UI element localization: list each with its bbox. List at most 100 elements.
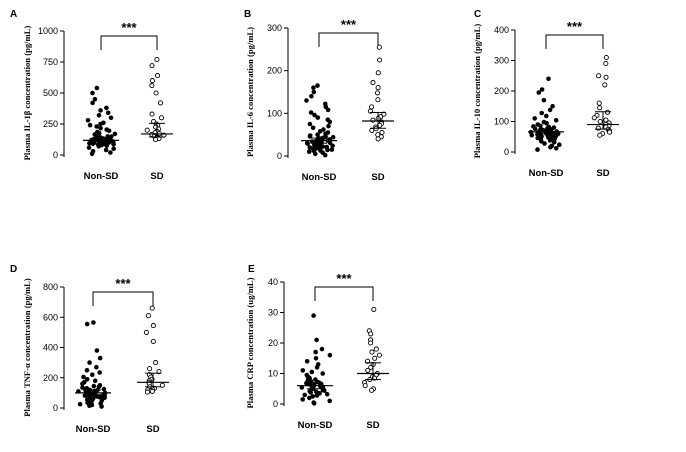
data-point (149, 388, 155, 394)
data-point (85, 118, 91, 123)
data-point (547, 138, 553, 143)
significance-label: *** (341, 17, 357, 32)
data-point (80, 385, 85, 390)
significance-label: *** (567, 19, 583, 34)
chart-panel-d: D 0 200 400 600 800 Plasma TNF-α concentration… (10, 264, 169, 435)
panel-letter: B (244, 9, 251, 20)
y-tick-label: 10 (268, 369, 278, 379)
data-point (376, 352, 382, 358)
data-point (368, 340, 374, 346)
data-point (327, 119, 333, 125)
data-point (375, 70, 381, 76)
y-axis-label: Plasma IL-6 concentration (pg/mL) (245, 27, 255, 157)
y-tick-label: 250 (43, 119, 58, 129)
data-point (310, 125, 316, 131)
chart-panel-b: B 0 100 200 300 Plasma IL-6 concentration (pg… (244, 9, 394, 183)
data-point (548, 144, 553, 150)
y-tick-label: 600 (43, 312, 58, 322)
data-point (89, 151, 95, 157)
data-point (329, 147, 335, 152)
data-point (307, 145, 313, 150)
data-point (310, 394, 316, 399)
significance-bracket (545, 34, 604, 49)
y-axis-label: Plasma IL-10 concentration (pg/mL) (472, 24, 482, 159)
data-point (597, 105, 603, 111)
data-point (147, 366, 153, 372)
data-point (324, 391, 330, 397)
data-point (317, 129, 323, 134)
data-point (80, 381, 85, 387)
data-point (551, 139, 557, 145)
data-point (311, 89, 317, 95)
data-point (602, 82, 608, 88)
significance-bracket (318, 32, 379, 47)
y-tick-label: 0 (53, 403, 58, 413)
data-point (362, 383, 368, 389)
data-point (376, 44, 382, 50)
data-point (604, 109, 611, 115)
data-point (105, 110, 111, 116)
data-point (97, 370, 102, 375)
data-point (152, 136, 159, 143)
data-point (597, 132, 603, 138)
data-point (365, 367, 371, 373)
data-point (99, 404, 104, 409)
data-point (96, 144, 102, 149)
data-point (91, 320, 96, 325)
data-point (87, 403, 92, 409)
data-point (77, 401, 83, 407)
y-tick-label: 0 (277, 151, 282, 161)
data-point (369, 387, 375, 393)
data-point (311, 401, 317, 406)
y-tick-label: 300 (494, 56, 509, 66)
x-category-label: SD (150, 171, 163, 182)
data-point (327, 398, 333, 404)
data-point (314, 365, 320, 370)
data-point (544, 113, 549, 119)
y-tick-label: 500 (43, 88, 58, 98)
data-point (149, 78, 155, 84)
x-category-label: SD (146, 424, 159, 435)
data-point (369, 349, 375, 355)
y-tick-label: 400 (43, 343, 58, 353)
y-tick-label: 0 (273, 399, 278, 409)
significance-bracket (314, 286, 374, 301)
x-category-label: SD (596, 168, 609, 179)
y-tick-label: 200 (267, 66, 282, 76)
data-point (313, 151, 318, 157)
y-tick-label: 800 (43, 282, 58, 292)
data-point (108, 115, 114, 121)
data-point (87, 141, 92, 146)
y-tick-label: 0 (504, 147, 509, 157)
y-tick-label: 400 (494, 25, 509, 35)
data-point (539, 110, 544, 116)
data-point (375, 97, 381, 103)
data-point (312, 112, 317, 118)
data-point (158, 115, 165, 121)
y-axis-label: Plasma TNF-α concentration (pg/mL) (22, 278, 32, 417)
data-point (539, 87, 545, 92)
data-point (544, 121, 549, 126)
chart-panel-e: E 0 10 20 30 40 Plasma CRP concentration (ug/m… (245, 264, 389, 431)
data-point (529, 132, 535, 138)
data-point (370, 117, 376, 123)
data-point (150, 338, 156, 344)
data-point (374, 90, 381, 96)
data-point (372, 355, 378, 361)
x-category-label: Non-SD (529, 168, 564, 179)
y-tick-label: 1000 (38, 26, 58, 36)
data-point (314, 393, 320, 398)
y-tick-label: 100 (267, 108, 282, 118)
data-point (315, 115, 321, 120)
data-point (90, 372, 95, 378)
data-point (111, 142, 116, 147)
data-point (81, 374, 86, 380)
data-point (553, 118, 559, 123)
data-point (103, 147, 109, 153)
data-point (84, 367, 90, 373)
data-point (369, 104, 375, 110)
data-point (313, 349, 318, 355)
y-tick-label: 30 (268, 308, 278, 318)
data-point (91, 383, 97, 389)
